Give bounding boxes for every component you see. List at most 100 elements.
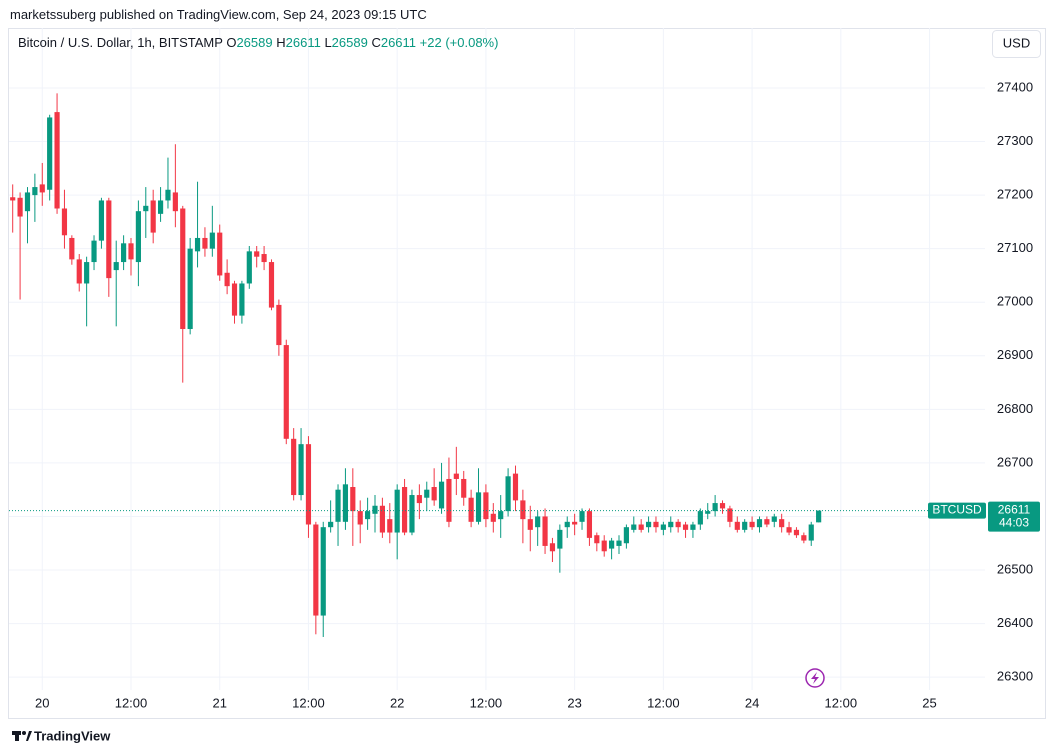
candle-body xyxy=(816,510,822,523)
ohlc-value: 26611 xyxy=(380,35,417,50)
y-tick-label: 27200 xyxy=(997,187,1033,202)
candle-body xyxy=(690,524,696,530)
ohlc-letter: H xyxy=(276,35,286,50)
x-tick-label: 20 xyxy=(35,695,49,710)
candle-body xyxy=(246,251,252,284)
candle-body xyxy=(305,444,312,525)
pane-border xyxy=(8,28,1046,719)
y-tick-label: 26700 xyxy=(997,454,1033,469)
symbol-title: Bitcoin / U.S. Dollar, 1h, BITSTAMP xyxy=(18,35,223,50)
candle-body xyxy=(557,529,563,549)
candle-body xyxy=(660,524,666,530)
candle-body xyxy=(631,524,637,530)
x-tick-label: 25 xyxy=(922,695,936,710)
ohlc-letter: L xyxy=(324,35,332,50)
candle-body xyxy=(39,184,45,193)
candle-body xyxy=(298,444,304,496)
candle-body xyxy=(202,237,208,249)
brand: TradingView xyxy=(34,728,111,743)
candle-body xyxy=(682,524,689,530)
candle-body xyxy=(320,527,326,616)
y-tick-label: 27300 xyxy=(997,133,1033,148)
candle-body xyxy=(668,521,674,528)
candle-body xyxy=(749,521,755,528)
candle-body xyxy=(431,487,437,501)
ohlc-value: 26589 xyxy=(236,35,273,50)
brand-logo xyxy=(12,731,32,741)
candle-body xyxy=(520,500,526,520)
symbol-tag-bg xyxy=(928,502,986,519)
candle-body xyxy=(24,192,31,212)
candle-body xyxy=(32,187,38,196)
change: +22 (+0.08%) xyxy=(419,35,499,50)
candle-body xyxy=(268,262,275,308)
candle-body xyxy=(453,473,459,479)
candle-body xyxy=(76,259,82,284)
candle-body xyxy=(379,505,385,533)
symbol-header: Bitcoin / U.S. Dollar, 1h, BITSTAMP O265… xyxy=(18,35,498,50)
x-tick-label: 12:00 xyxy=(825,695,858,710)
x-tick-label: 23 xyxy=(567,695,581,710)
candles xyxy=(9,93,985,637)
x-tick-label: 12:00 xyxy=(647,695,680,710)
candle-body xyxy=(372,505,378,514)
ohlc-letter: O xyxy=(226,35,237,50)
candle-body xyxy=(401,487,408,533)
candle-body xyxy=(586,511,593,538)
candle-body xyxy=(490,513,496,522)
y-tick-label: 27000 xyxy=(997,294,1033,309)
candle-body xyxy=(357,511,363,525)
candle-body xyxy=(438,481,445,509)
candle-body xyxy=(387,519,393,533)
axes: 2630026400265002660026700268002690027000… xyxy=(35,79,1040,710)
candle-body xyxy=(150,200,156,233)
symbol-tag: BTCUSD xyxy=(932,503,982,517)
candle-body xyxy=(616,540,622,546)
candle-body xyxy=(254,251,260,257)
candle-body xyxy=(535,516,541,528)
candle-body xyxy=(719,503,726,509)
candle-body xyxy=(231,283,238,316)
currency-label[interactable]: USD xyxy=(1003,35,1030,50)
candle-body xyxy=(172,192,178,212)
y-tick-label: 26500 xyxy=(997,561,1033,576)
candle-body xyxy=(638,524,644,530)
price-tag: 26611 xyxy=(998,503,1031,517)
candle-body xyxy=(779,519,785,528)
candle-body xyxy=(512,473,519,501)
candle-body xyxy=(675,521,681,528)
currency-button[interactable] xyxy=(992,30,1041,58)
candle-body xyxy=(165,189,171,201)
y-tick-label: 26800 xyxy=(997,401,1033,416)
candle-body xyxy=(17,197,23,217)
candle-body xyxy=(276,304,282,346)
candle-body xyxy=(10,197,16,201)
candle-body xyxy=(194,237,201,252)
candle-body xyxy=(601,540,607,552)
candle-body xyxy=(54,112,60,209)
candle-body xyxy=(505,476,511,512)
candle-body xyxy=(84,262,90,284)
event-bolt xyxy=(811,672,819,684)
candle-body xyxy=(542,516,548,546)
candle-body xyxy=(121,243,127,263)
candle-body xyxy=(47,117,53,190)
candle-body xyxy=(475,492,482,522)
candle-body xyxy=(764,519,770,525)
x-tick-label: 12:00 xyxy=(115,695,148,710)
candle-body xyxy=(808,524,814,541)
candle-body xyxy=(424,489,430,498)
y-tick-label: 27100 xyxy=(997,240,1033,255)
x-tick-label: 12:00 xyxy=(292,695,325,710)
candle-body xyxy=(461,478,467,498)
ohlc-letter: C xyxy=(371,35,381,50)
candle-body xyxy=(342,484,349,522)
candle-body xyxy=(180,208,186,330)
x-tick-label: 24 xyxy=(745,695,759,710)
candle-body xyxy=(187,248,193,330)
candle-body xyxy=(756,519,763,528)
candle-body xyxy=(705,511,711,514)
candle-body xyxy=(261,254,267,263)
candle-body xyxy=(771,516,777,522)
candle-body xyxy=(416,495,422,504)
